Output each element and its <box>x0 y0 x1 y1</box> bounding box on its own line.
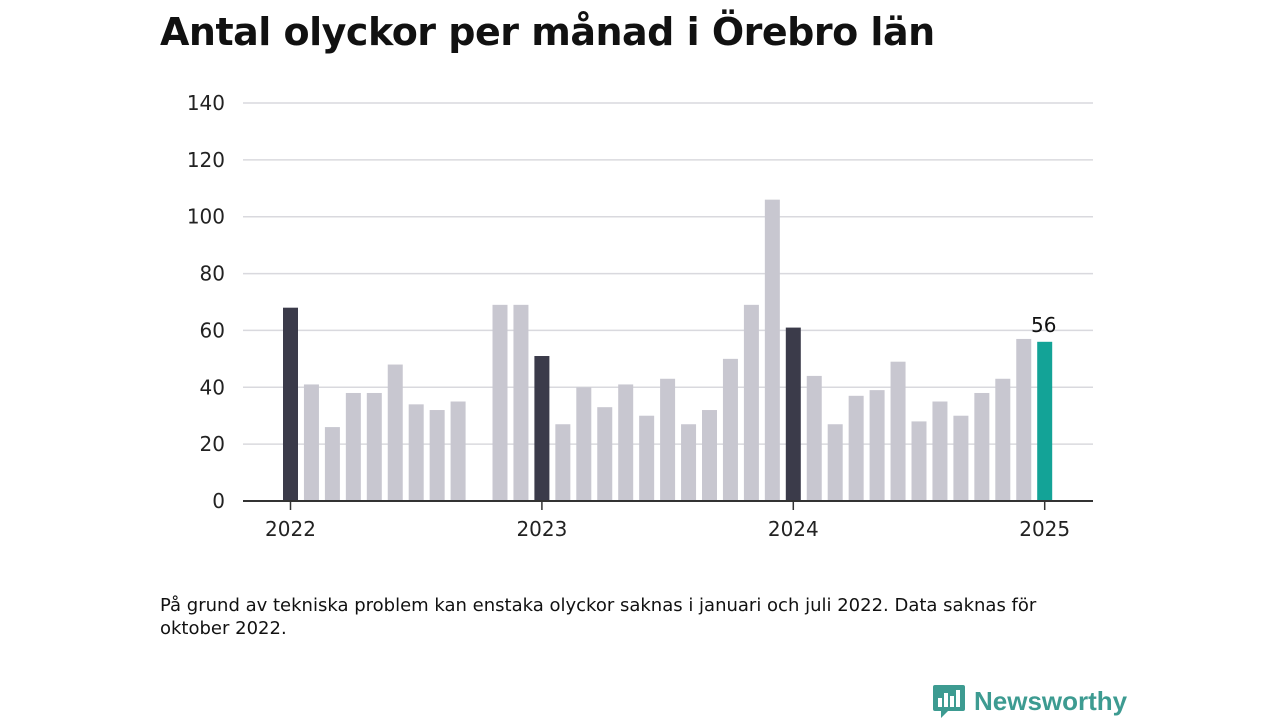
bar <box>974 392 990 501</box>
bar <box>743 304 759 501</box>
bar <box>764 199 780 501</box>
newsworthy-logo-icon <box>933 685 965 718</box>
y-tick-label: 40 <box>200 375 225 399</box>
bar <box>848 395 864 501</box>
bar <box>345 392 361 501</box>
bar-value-label: 56 <box>1031 313 1056 337</box>
bar <box>639 415 655 501</box>
bar <box>303 384 319 501</box>
y-tick-label: 60 <box>200 318 225 342</box>
bar <box>995 378 1011 501</box>
annotations: 56 <box>1031 313 1056 337</box>
x-axis-ticks: 2022 2023 2024 2025 <box>265 501 1070 541</box>
bar <box>324 427 340 501</box>
bar <box>429 410 445 501</box>
bar <box>681 424 697 501</box>
y-tick-label: 20 <box>200 432 225 456</box>
brand: Newsworthy <box>932 683 1127 719</box>
y-tick-label: 80 <box>200 262 225 286</box>
y-tick-label: 140 <box>187 91 225 115</box>
bars <box>283 199 1053 501</box>
bar <box>283 307 298 501</box>
bar <box>1037 341 1053 501</box>
bar <box>513 304 529 501</box>
bar <box>408 404 424 501</box>
y-tick-label: 100 <box>187 205 225 229</box>
bar <box>597 407 613 501</box>
bar <box>869 390 885 501</box>
bar <box>890 361 906 501</box>
bar <box>932 401 948 501</box>
bar <box>806 375 822 501</box>
bar <box>953 415 969 501</box>
footnote: På grund av tekniska problem kan enstaka… <box>160 595 1037 639</box>
y-tick-label: 120 <box>187 148 225 172</box>
bar <box>618 384 634 501</box>
x-tick-label: 2024 <box>768 517 819 541</box>
bar <box>450 401 466 501</box>
bar <box>534 356 550 501</box>
bar <box>366 392 382 501</box>
brand-name: Newsworthy <box>974 685 1128 716</box>
chart-title: Antal olyckor per månad i Örebro län <box>160 10 935 54</box>
bar <box>1016 338 1032 501</box>
bar <box>722 358 738 501</box>
bar <box>785 327 801 501</box>
bar <box>555 424 571 501</box>
x-tick-label: 2022 <box>265 517 316 541</box>
bar <box>387 364 403 501</box>
bar <box>576 387 592 501</box>
bar <box>492 304 508 501</box>
y-tick-label: 0 <box>212 489 225 513</box>
bar-chart: 0 20 40 60 80 100 120 140 2022 2023 2024 2025 56 <box>187 91 1093 541</box>
bar <box>702 410 717 501</box>
bar <box>911 421 927 501</box>
y-axis-ticks: 0 20 40 60 80 100 120 140 <box>187 91 225 513</box>
bar <box>660 378 676 501</box>
bar <box>827 424 843 501</box>
x-tick-label: 2023 <box>516 517 567 541</box>
x-tick-label: 2025 <box>1019 517 1070 541</box>
